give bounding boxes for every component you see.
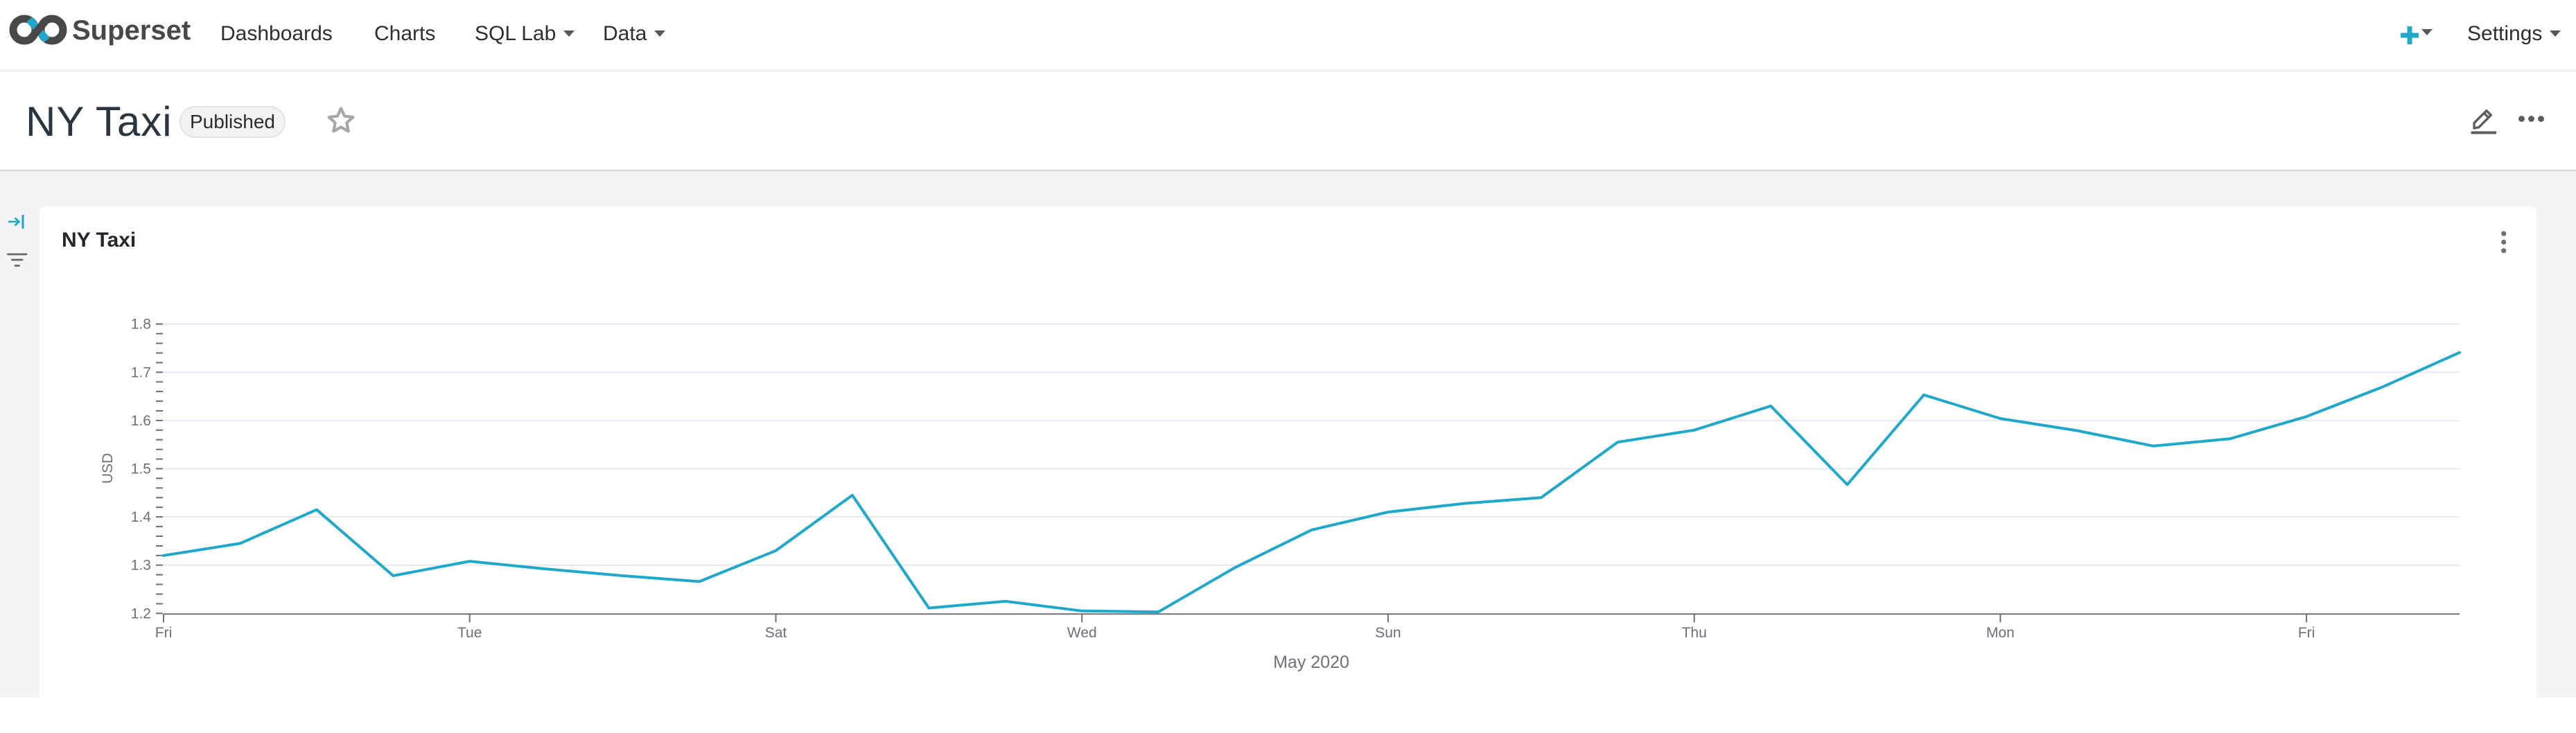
svg-text:Sat: Sat — [765, 625, 787, 641]
svg-text:May 2020: May 2020 — [1273, 653, 1349, 672]
svg-text:Fri: Fri — [155, 625, 173, 641]
svg-text:USD: USD — [100, 453, 116, 484]
svg-text:1.5: 1.5 — [131, 461, 151, 477]
svg-text:Tue: Tue — [457, 625, 482, 641]
svg-text:Fri: Fri — [2298, 625, 2315, 641]
svg-text:Wed: Wed — [1067, 625, 1097, 641]
svg-text:1.8: 1.8 — [131, 317, 151, 333]
svg-text:Sun: Sun — [1375, 625, 1401, 641]
svg-text:1.6: 1.6 — [131, 413, 151, 429]
svg-text:Thu: Thu — [1682, 625, 1707, 641]
svg-text:1.3: 1.3 — [131, 558, 151, 574]
svg-text:1.4: 1.4 — [131, 509, 152, 525]
svg-text:1.7: 1.7 — [131, 364, 151, 380]
svg-text:Mon: Mon — [1986, 625, 2015, 641]
svg-text:1.2: 1.2 — [131, 606, 151, 621]
